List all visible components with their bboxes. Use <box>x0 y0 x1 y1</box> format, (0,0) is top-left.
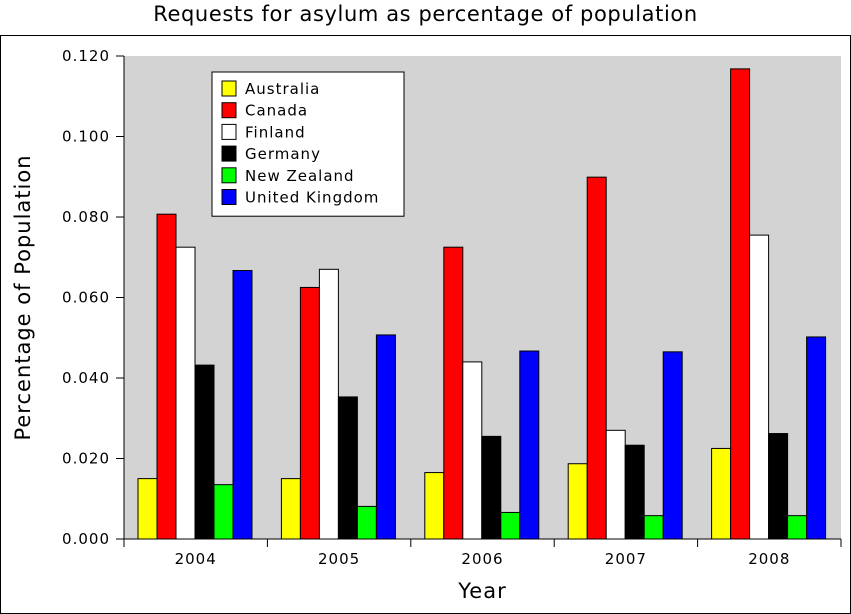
legend-swatch <box>221 145 237 162</box>
bar-australia <box>137 478 158 540</box>
bar-germany <box>624 444 645 540</box>
y-tick-label: 0.120 <box>62 47 110 65</box>
bar-australia <box>711 447 732 540</box>
y-axis: 0.000 0.020 0.040 0.060 0.080 0.100 0.120 <box>62 47 125 548</box>
legend: Australia Canada Finland Germany New Zealand… <box>211 71 405 217</box>
bar-germany <box>194 364 215 540</box>
bar-germany <box>337 396 358 540</box>
bar-finland <box>749 234 770 540</box>
legend-box <box>211 71 405 217</box>
y-tick-label: 0.040 <box>62 369 110 387</box>
bar-australia <box>280 478 301 540</box>
legend-label: Germany <box>245 145 321 163</box>
y-tick-label: 0.100 <box>62 128 110 146</box>
bar-finland <box>462 361 483 540</box>
bar-australia <box>567 463 588 540</box>
legend-swatch <box>221 80 237 97</box>
bar-united-kingdom <box>806 336 827 540</box>
legend-label: Finland <box>245 123 306 141</box>
bar-new-zealand <box>213 484 234 540</box>
y-tick-label: 0.020 <box>62 450 110 468</box>
bar-australia <box>424 472 445 540</box>
bar-new-zealand <box>356 505 377 540</box>
x-tick-label: 2005 <box>318 550 360 568</box>
x-tick-label: 2007 <box>605 550 647 568</box>
bar-united-kingdom <box>662 351 683 540</box>
x-axis-title: Year <box>457 579 506 603</box>
bar-canada <box>730 68 751 540</box>
bar-finland <box>175 246 196 540</box>
x-tick-label: 2006 <box>461 550 503 568</box>
legend-swatch <box>221 123 237 140</box>
legend-swatch <box>221 189 237 205</box>
bar-germany <box>481 435 502 540</box>
bar-united-kingdom <box>375 334 396 540</box>
bar-united-kingdom <box>232 270 253 540</box>
bars <box>137 68 827 540</box>
bar-new-zealand <box>500 511 521 540</box>
legend-label: United Kingdom <box>245 189 379 207</box>
bar-canada <box>156 213 177 540</box>
bar-finland <box>318 268 339 540</box>
legend-label: New Zealand <box>245 167 355 185</box>
bar-canada <box>443 246 464 540</box>
bar-canada <box>586 176 607 540</box>
bar-united-kingdom <box>519 350 540 540</box>
x-axis: 2004 2005 2006 2007 2008 <box>123 538 842 568</box>
bar-finland <box>605 429 626 540</box>
y-tick-label: 0.080 <box>62 208 110 226</box>
bar-new-zealand <box>787 515 808 540</box>
bar-new-zealand <box>643 515 664 540</box>
legend-swatch <box>221 167 237 184</box>
x-tick-label: 2004 <box>175 550 217 568</box>
y-axis-title: Percentage of Population <box>11 154 35 440</box>
y-tick-label: 0.060 <box>62 289 110 307</box>
bar-canada <box>299 286 320 540</box>
bar-germany <box>768 433 789 540</box>
legend-label: Australia <box>245 80 320 98</box>
y-tick-label: 0.000 <box>62 530 110 548</box>
legend-swatch <box>221 102 237 119</box>
x-tick-label: 2008 <box>748 550 790 568</box>
chart-title: Requests for asylum as percentage of pop… <box>153 2 698 26</box>
legend-label: Canada <box>245 102 308 120</box>
